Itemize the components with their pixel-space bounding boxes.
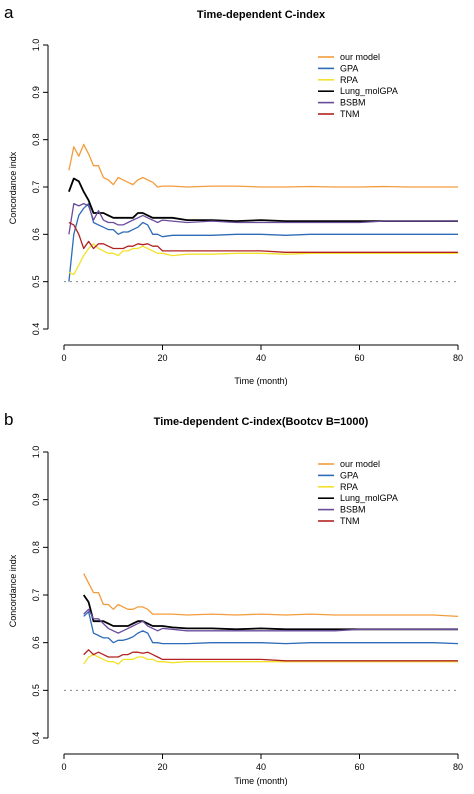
y-tick-label: 0.8 xyxy=(31,541,41,554)
y-tick-label: 0.9 xyxy=(31,86,41,99)
chart-a-title: Time-dependent C-index xyxy=(197,9,326,21)
panel-label-b: b xyxy=(4,410,13,429)
legend-label: Lung_molGPA xyxy=(340,86,398,96)
y-tick-label: 0.7 xyxy=(31,589,41,602)
chart-panel-a: a Time-dependent C-index Time (month) Co… xyxy=(4,3,463,386)
series-line-rpa xyxy=(68,243,458,276)
chart-a-ylabel: Concordance indx xyxy=(8,151,18,224)
x-tick-label: 0 xyxy=(61,353,66,363)
legend-label: RPA xyxy=(340,482,358,492)
legend-label: GPA xyxy=(340,63,358,73)
series-line-our-model xyxy=(68,143,458,188)
y-tick-label: 0.4 xyxy=(31,323,41,336)
x-tick-label: 20 xyxy=(157,762,167,772)
x-tick-label: 40 xyxy=(256,762,266,772)
legend-label: TNM xyxy=(340,516,360,526)
y-tick-label: 0.7 xyxy=(31,181,41,194)
legend-label: our model xyxy=(340,459,380,469)
legend-label: TNM xyxy=(340,109,360,119)
chart-b-svg: b Time-dependent C-index(Bootcv B=1000) … xyxy=(4,410,463,786)
series-line-lung-molgpa xyxy=(82,594,458,631)
series-line-gpa xyxy=(83,611,459,645)
x-tick-label: 20 xyxy=(157,353,167,363)
y-tick-label: 0.8 xyxy=(31,133,41,146)
series-line-gpa xyxy=(68,202,458,282)
chart-panel-b: b Time-dependent C-index(Bootcv B=1000) … xyxy=(0,397,474,794)
x-tick-label: 0 xyxy=(61,762,66,772)
x-tick-label: 60 xyxy=(354,762,364,772)
legend-label: RPA xyxy=(340,75,358,85)
chart-b-plot-area: 0 20 40 60 80 0.4 0.5 0.6 0.7 0.8 0.9 1.0 our modelG… xyxy=(31,446,463,772)
y-tick-label: 0.5 xyxy=(31,684,41,697)
y-tick-label: 0.5 xyxy=(31,275,41,288)
y-tick-label: 0.6 xyxy=(31,636,41,649)
y-tick-label: 0.4 xyxy=(31,732,41,745)
chart-a-svg: a Time-dependent C-index Time (month) Co… xyxy=(4,3,463,386)
x-tick-label: 80 xyxy=(453,762,463,772)
x-tick-label: 60 xyxy=(354,353,364,363)
chart-b-ylabel: Concordance indx xyxy=(8,554,18,627)
legend-label: Lung_molGPA xyxy=(340,493,398,503)
series-line-our-model xyxy=(83,573,459,618)
series-line-bsbm xyxy=(83,608,458,634)
legend-label: GPA xyxy=(340,470,358,480)
series-line-rpa xyxy=(83,653,458,665)
series-line-tnm xyxy=(83,649,458,662)
chart-a-plot-area: 0 20 40 60 80 0.4 0.5 0.6 0.7 0.8 0.9 1.0 our modelG… xyxy=(31,39,463,363)
series-line-bsbm xyxy=(68,202,458,235)
y-tick-label: 1.0 xyxy=(31,39,41,52)
x-tick-label: 40 xyxy=(256,353,266,363)
chart-b-xlabel: Time (month) xyxy=(234,776,287,786)
chart-a-xlabel: Time (month) xyxy=(234,376,287,386)
chart-b-title: Time-dependent C-index(Bootcv B=1000) xyxy=(154,416,369,428)
series-line-tnm xyxy=(68,221,458,253)
y-tick-label: 1.0 xyxy=(31,446,41,459)
legend-label: our model xyxy=(340,52,380,62)
legend-label: BSBM xyxy=(340,505,366,515)
y-tick-label: 0.9 xyxy=(31,493,41,506)
panel-label-a: a xyxy=(4,3,14,22)
y-tick-label: 0.6 xyxy=(31,228,41,241)
legend-label: BSBM xyxy=(340,98,366,108)
series-line-lung-molgpa xyxy=(68,177,458,223)
x-tick-label: 80 xyxy=(453,353,463,363)
